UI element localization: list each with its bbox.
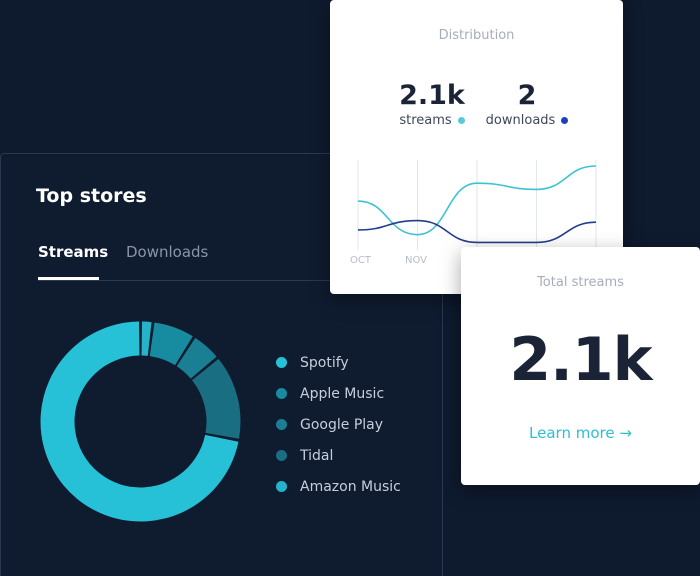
legend-dot [276, 419, 287, 430]
tab-divider [38, 280, 444, 281]
legend-item: Spotify [276, 347, 401, 378]
donut-slice-google-play [176, 337, 217, 379]
stores-legend: Spotify Apple Music Google Play Tidal Amazon… [276, 347, 401, 502]
donut-slice-tidal [191, 358, 241, 439]
streams-stat: 2.1k streams [392, 80, 472, 128]
streams-label-row: streams [392, 113, 472, 128]
legend-item: Google Play [276, 409, 401, 440]
legend-label: Tidal [300, 447, 334, 464]
total-streams-title: Total streams [537, 275, 624, 290]
tab-streams[interactable]: Streams [38, 243, 109, 261]
downloads-label-row: downloads [482, 113, 572, 128]
series-line-downloads [357, 219, 597, 244]
distribution-title: Distribution [438, 28, 515, 43]
donut-slice-apple-music [149, 322, 193, 366]
total-streams-card: Total streams 2.1k Learn more → [461, 247, 700, 485]
tab-downloads[interactable]: Downloads [126, 243, 209, 261]
legend-label: Amazon Music [300, 478, 401, 495]
downloads-label: downloads [485, 113, 556, 128]
tick-label-nov: NOV [405, 255, 428, 266]
tick-label-oct: OCT [350, 255, 371, 266]
distribution-card: Distribution 2.1k streams 2 downloads OC… [330, 0, 623, 294]
downloads-dot [561, 117, 569, 124]
stores-donut-chart [40, 321, 241, 522]
legend-label: Apple Music [300, 385, 385, 402]
streams-dot [457, 117, 465, 124]
total-streams-value: 2.1k [509, 325, 652, 395]
active-tab-indicator [38, 277, 99, 280]
legend-dot [276, 357, 287, 368]
distribution-line-chart [357, 160, 597, 250]
donut-slice-spotify [40, 321, 239, 522]
donut-slice-amazon-music [141, 321, 152, 356]
legend-item: Tidal [276, 440, 401, 471]
learn-more-link[interactable]: Learn more → [529, 424, 632, 442]
legend-label: Spotify [300, 354, 349, 371]
top-stores-title: Top stores [36, 185, 147, 207]
legend-item: Amazon Music [276, 471, 401, 502]
streams-value: 2.1k [399, 80, 465, 111]
legend-dot [276, 450, 287, 461]
legend-dot [276, 388, 287, 399]
downloads-stat: 2 downloads [482, 80, 572, 128]
series-line-streams [357, 165, 597, 236]
legend-item: Apple Music [276, 378, 401, 409]
legend-dot [276, 481, 287, 492]
legend-label: Google Play [300, 416, 384, 433]
downloads-value: 2 [517, 80, 537, 111]
streams-label: streams [399, 113, 452, 128]
